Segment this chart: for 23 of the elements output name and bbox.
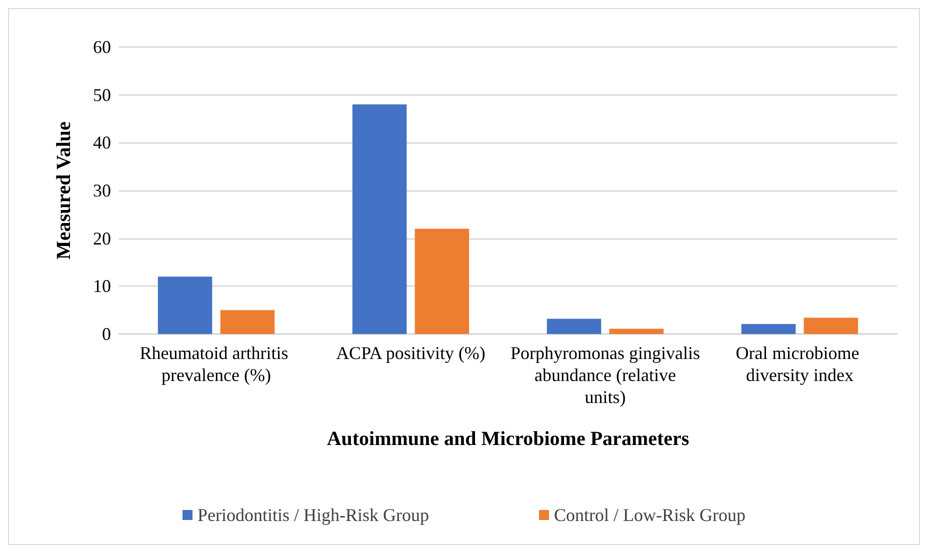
x-tick-label: Porphyromonas gingivalis abundance (relative units) (510, 343, 700, 407)
x-axis-title: Autoimmune and Microbiome Parameters (326, 428, 690, 450)
y-tick-label: 60 (93, 37, 111, 57)
y-tick-label: 50 (93, 84, 111, 105)
bar (609, 328, 664, 334)
bar (352, 104, 407, 334)
bar (804, 318, 858, 334)
y-tick-label: 30 (93, 180, 111, 200)
legend-label: Periodontitis / High-Risk Group (198, 505, 430, 525)
x-tick-label: Rheumatoid arthritis prevalence (%) (140, 343, 293, 385)
y-tick-label: 10 (93, 276, 111, 296)
y-tick-label: 40 (93, 132, 111, 153)
bar (220, 310, 275, 334)
y-tick-label: 20 (93, 228, 111, 248)
bar (158, 276, 212, 334)
y-axis-title: Measured Value (53, 121, 75, 260)
x-tick-label: Oral microbiome diversity index (736, 343, 864, 385)
y-tick-label: 0 (102, 324, 111, 344)
x-tick-label: ACPA positivity (%) (336, 343, 486, 363)
bar (741, 324, 796, 334)
bar (546, 318, 602, 334)
legend-label: Control / Low-Risk Group (554, 505, 746, 525)
bar (414, 228, 470, 334)
